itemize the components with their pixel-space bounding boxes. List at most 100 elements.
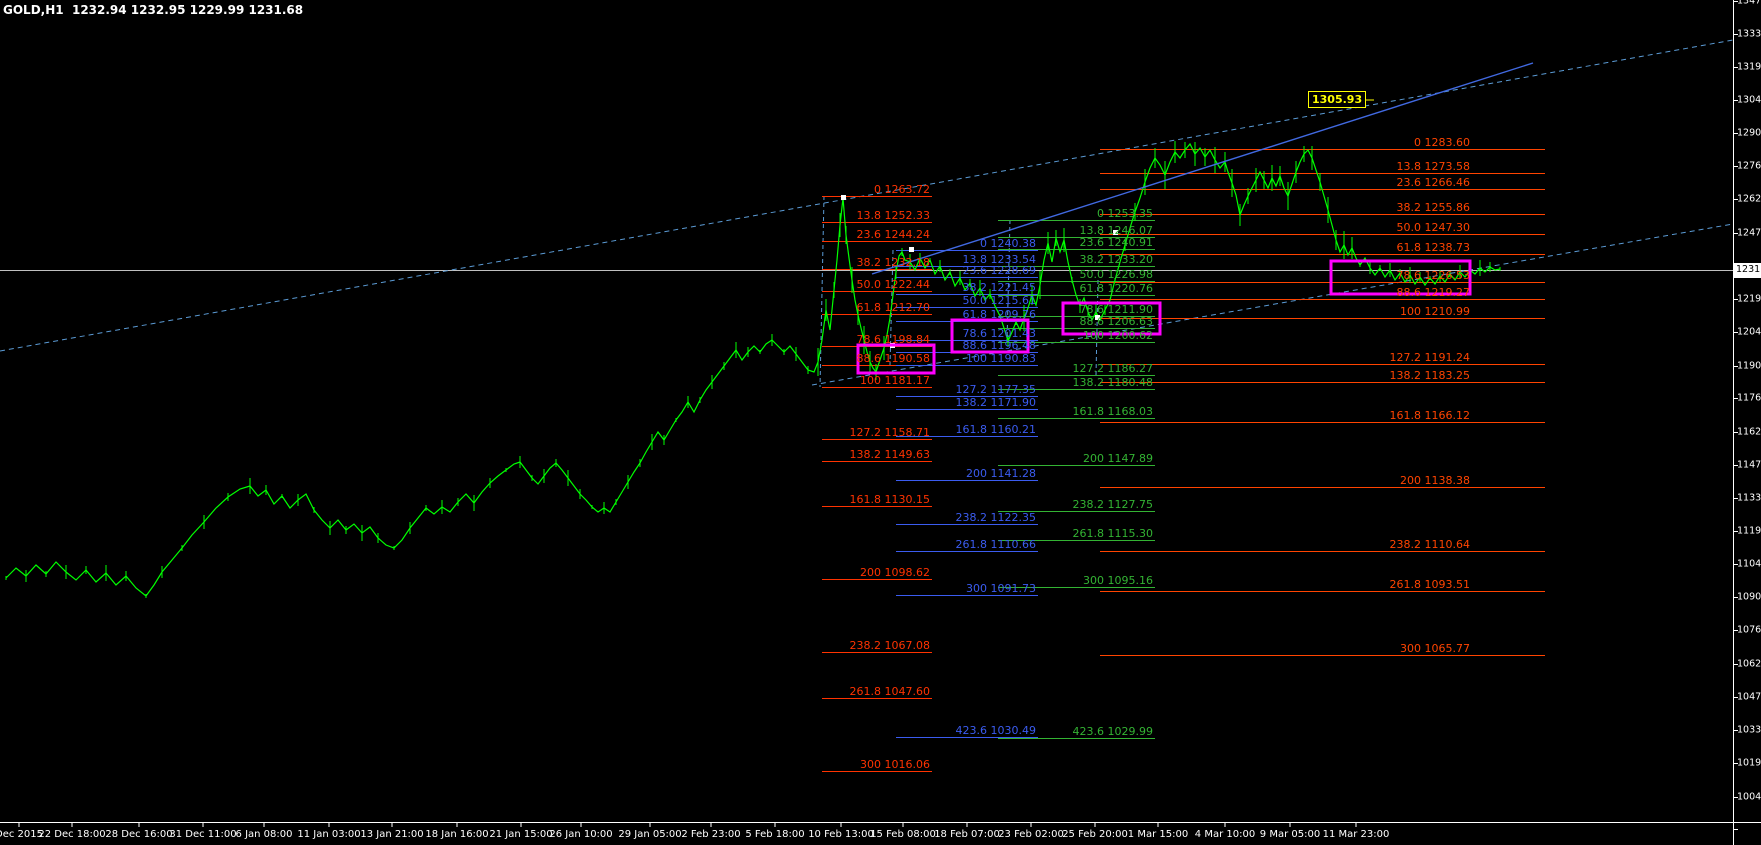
fib-blue-feb-level-label: 78.6 1201.43 (962, 326, 1036, 340)
fib-orange-mar-level-label: 138.2 1183.25 (1389, 368, 1470, 382)
fib-green-feb-mar-level-label: 61.8 1220.76 (1079, 281, 1153, 295)
fib-red-feb-level-label: 127.2 1158.71 (849, 425, 930, 439)
fib-orange-mar-level-label: 50.0 1247.30 (1396, 220, 1470, 234)
fib-red-feb-level-label: 78.6 1198.84 (856, 332, 930, 346)
price-tick-label: 1047.7 (1737, 691, 1761, 703)
fib-blue-feb-level-label: 13.8 1233.54 (962, 252, 1036, 266)
fib-green-feb-mar-level-label: 23.6 1240.91 (1079, 235, 1153, 249)
fib-green-feb-mar-level-label: 161.8 1168.03 (1072, 404, 1153, 418)
price-tick-label: 1290.5 (1737, 127, 1761, 139)
fib-orange-mar-level-label: 127.2 1191.24 (1389, 350, 1470, 364)
fib-handle[interactable] (1113, 230, 1118, 235)
highlight-rect[interactable] (1329, 259, 1472, 296)
fib-blue-feb-level-label: 261.8 1110.66 (955, 537, 1036, 551)
time-tick-label: 22 Dec 18:00 (38, 829, 106, 840)
price-tick-label: 1247.7 (1737, 227, 1761, 239)
fib-red-feb-level-label: 61.8 1212.70 (856, 300, 930, 314)
fib-red-feb-level-label: 100 1181.17 (860, 373, 930, 387)
price-tick-label: 1333.3 (1737, 28, 1761, 40)
time-tick-label: 23 Feb 02:00 (998, 829, 1064, 840)
fib-handle[interactable] (841, 195, 846, 200)
fib-red-feb-level-label: 161.8 1130.15 (849, 492, 930, 506)
time-tick-label: 18 Feb 07:00 (934, 829, 1000, 840)
fib-handle[interactable] (1095, 315, 1100, 320)
fib-green-feb-mar-level-label: 238.2 1127.75 (1072, 497, 1153, 511)
time-tick-label: 1 Mar 15:00 (1127, 829, 1189, 840)
price-tick-label: 1276.5 (1737, 160, 1761, 172)
fib-red-feb-level-label: 0 1263.72 (874, 182, 930, 196)
fib-blue-feb-level-label: 50.0 1215.61 (962, 293, 1036, 307)
price-tick-label: 1204.9 (1737, 326, 1761, 338)
fib-orange-mar-level-label: 78.6 1226.53 (1396, 268, 1470, 282)
price-tick-label: 1019.3 (1737, 757, 1761, 769)
time-tick-label: 9 Mar 05:00 (1259, 829, 1321, 840)
highlight-rect[interactable] (1061, 301, 1162, 336)
trendline-solid[interactable] (871, 62, 1534, 275)
fib-green-feb-mar-level-label: 261.8 1115.30 (1072, 526, 1153, 540)
fib-green-feb-mar-level-label: 50.0 1226.98 (1079, 267, 1153, 281)
price-tick-label: 1162.1 (1737, 426, 1761, 438)
price-tick-label: 1062.2 (1737, 658, 1761, 670)
time-tick-label: Dec 2015 (0, 829, 43, 840)
fib-red-feb-level-label: 38.2 1232.18 (856, 255, 930, 269)
fib-green-feb-mar-level-label: 100 1200.62 (1083, 328, 1153, 342)
fib-green-feb-mar-level-label: 423.6 1029.99 (1072, 724, 1153, 738)
fib-green-feb-mar-level-label: 78.6 1211.90 (1079, 302, 1153, 316)
fib-red-feb-anchor-line[interactable] (819, 195, 825, 388)
price-tick-label: 1190.5 (1737, 360, 1761, 372)
fib-red-feb-level-label: 50.0 1222.44 (856, 277, 930, 291)
fib-blue-feb-level-label: 138.2 1171.90 (955, 395, 1036, 409)
fib-blue-feb-level-label: 100 1190.83 (966, 351, 1036, 365)
fib-orange-mar-level-label: 238.2 1110.64 (1389, 537, 1470, 551)
time-tick-label: 11 Mar 23:00 (1322, 829, 1390, 840)
highlight-rect[interactable] (950, 318, 1030, 354)
time-tick-label: 28 Dec 16:00 (105, 829, 173, 840)
price-tick-label: 1147.7 (1737, 459, 1761, 471)
price-series-line (5, 142, 1501, 597)
fib-orange-mar-level-label: 88.6 1219.27 (1396, 285, 1470, 299)
fib-orange-mar-level-label: 100 1210.99 (1400, 304, 1470, 318)
fib-green-feb-mar-level-label: 138.2 1180.48 (1072, 375, 1153, 389)
time-tick-label: 29 Jan 05:00 (618, 829, 682, 840)
fib-orange-mar-level-label: 261.8 1093.51 (1389, 577, 1470, 591)
symbol-ohlc-title: GOLD,H1 1232.94 1232.95 1229.99 1231.68 (3, 3, 304, 17)
fib-blue-feb-level-label: 127.2 1177.35 (955, 382, 1036, 396)
fib-blue-feb-level-label: 423.6 1030.49 (955, 723, 1036, 737)
fib-green-feb-mar-level-label: 13.8 1246.07 (1079, 223, 1153, 237)
price-axis[interactable]: 1347.7 1333.3 1319.3 1304.9 1290.5 1276.5 1262… (1734, 0, 1761, 822)
fib-red-feb-level-label: 13.8 1252.33 (856, 208, 930, 222)
fib-orange-mar-level-label: 61.8 1238.73 (1396, 240, 1470, 254)
time-tick-label: 5 Feb 18:00 (745, 829, 805, 840)
time-tick-label: 4 Mar 10:00 (1194, 829, 1256, 840)
price-tick-label: 1033.7 (1737, 724, 1761, 736)
time-tick-label: 15 Feb 08:00 (870, 829, 936, 840)
time-tick-label: 18 Jan 16:00 (425, 829, 489, 840)
price-tick-label: 1262.2 (1737, 193, 1761, 205)
fib-handle[interactable] (909, 247, 914, 252)
fib-orange-mar-level-label: 0 1283.60 (1414, 135, 1470, 149)
highlight-rect[interactable] (856, 343, 936, 375)
price-tick-label: 1176.5 (1737, 392, 1761, 404)
fib-orange-mar-level-label: 38.2 1255.86 (1396, 200, 1470, 214)
fib-blue-feb-level-label: 161.8 1160.21 (955, 422, 1036, 436)
fib-green-feb-mar-level-label: 88.6 1206.63 (1079, 314, 1153, 328)
time-tick-label: 6 Jan 08:00 (235, 829, 293, 840)
fib-red-feb-level-label: 261.8 1047.60 (849, 684, 930, 698)
time-tick-label: 2 Feb 23:00 (681, 829, 741, 840)
fib-orange-mar-level-label: 200 1138.38 (1400, 473, 1470, 487)
fib-orange-mar-level-label: 13.8 1273.58 (1396, 159, 1470, 173)
fib-orange-mar-level-label: 23.6 1266.46 (1396, 175, 1470, 189)
fib-red-feb-level-label: 88.6 1190.58 (856, 351, 930, 365)
time-tick-label: 31 Dec 11:00 (169, 829, 237, 840)
fib-blue-feb-level-label: 200 1141.28 (966, 466, 1036, 480)
fib-red-feb-level-label: 138.2 1149.63 (849, 447, 930, 461)
fib-red-feb-level-label: 238.2 1067.08 (849, 638, 930, 652)
time-tick-label: 10 Feb 13:00 (808, 829, 874, 840)
fib-blue-feb-level-label: 300 1091.73 (966, 581, 1036, 595)
time-tick-label: 13 Jan 21:00 (360, 829, 424, 840)
channel-lower-dashed[interactable] (811, 223, 1734, 386)
trendline-price-label[interactable]: 1305.93 (1308, 91, 1367, 108)
